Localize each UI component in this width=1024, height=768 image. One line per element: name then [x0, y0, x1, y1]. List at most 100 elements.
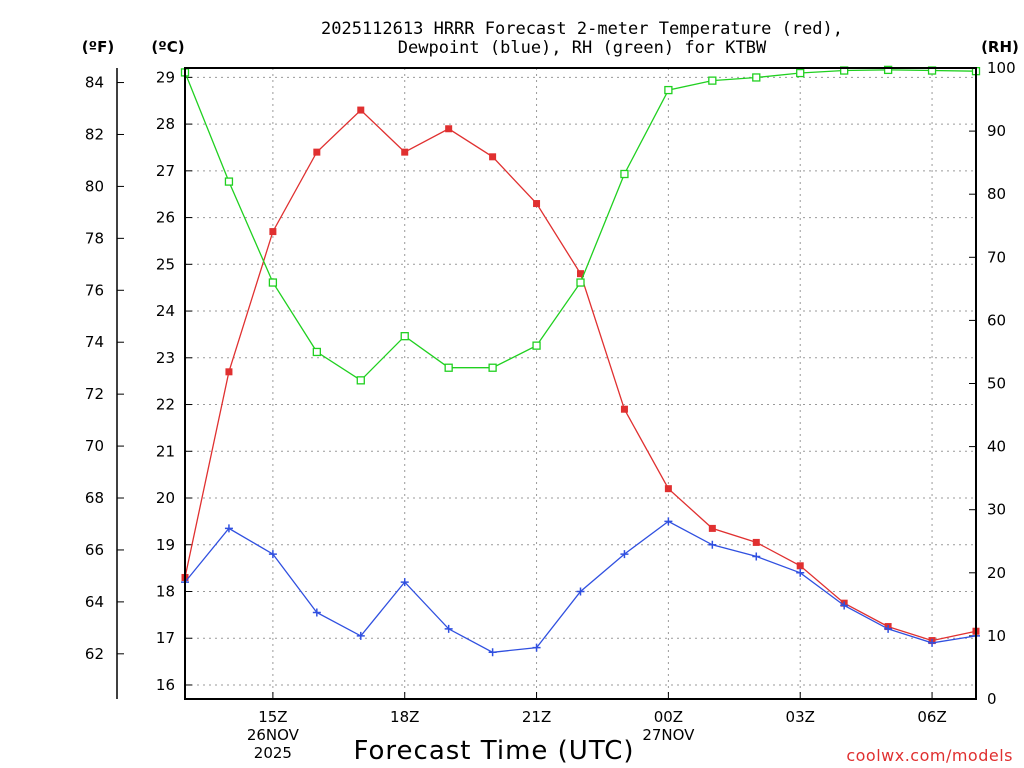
fahrenheit-tick-label: 64 — [85, 593, 104, 611]
fahrenheit-unit-label: (ºF) — [82, 38, 114, 56]
rh-point — [708, 76, 717, 85]
celsius-tick-label: 21 — [156, 442, 175, 460]
fahrenheit-tick-label: 66 — [85, 541, 104, 559]
celsius-tick-label: 26 — [156, 209, 175, 227]
fahrenheit-axis: 62 64 66 68 70 72 74 76 78 80 82 84 — [85, 68, 124, 699]
fahrenheit-tick-label: 78 — [85, 229, 104, 247]
celsius-tick-label: 18 — [156, 582, 175, 600]
celsius-tick-label: 25 — [156, 255, 175, 273]
rh-tick-label: 100 — [987, 59, 1016, 77]
dewpoint-point — [488, 648, 497, 657]
rh-point — [620, 169, 629, 179]
celsius-unit-label: (ºC) — [151, 38, 184, 56]
rh-point — [532, 341, 541, 350]
rh-point — [224, 177, 234, 186]
rh-tick-label: 70 — [987, 248, 1006, 266]
rh-axis: 0 10 20 30 40 50 60 70 80 90 100 — [969, 59, 1016, 708]
rh-point — [356, 376, 365, 385]
chart-title-line-1: 2025112613 HRRR Forecast 2-meter Tempera… — [321, 19, 843, 39]
rh-point — [576, 278, 585, 287]
dewpoint-point — [620, 550, 629, 559]
celsius-axis: 16 17 18 19 20 21 22 23 24 25 26 27 28 29 — [156, 68, 192, 694]
fahrenheit-tick-label: 68 — [85, 489, 104, 507]
temperature-point — [577, 270, 584, 278]
fahrenheit-tick-label: 80 — [85, 177, 104, 195]
dewpoint-point — [268, 550, 277, 559]
celsius-tick-label: 28 — [156, 115, 175, 133]
time-tick-label: 18Z — [390, 708, 419, 726]
dewpoint-point — [752, 552, 761, 561]
gridlines — [185, 68, 976, 699]
dewpoint-point — [444, 624, 453, 633]
time-tick-label: 15Z — [258, 708, 287, 726]
rh-tick-label: 90 — [987, 122, 1006, 140]
rh-tick-label: 40 — [987, 438, 1006, 456]
data-series — [180, 65, 981, 657]
dewpoint-point — [884, 624, 893, 633]
rh-line — [184, 69, 977, 382]
temperature-point — [620, 405, 628, 413]
dewpoint-point — [312, 608, 321, 617]
celsius-tick-label: 27 — [156, 162, 175, 180]
fahrenheit-tick-label: 76 — [85, 281, 104, 299]
temperature-line — [184, 109, 977, 642]
time-tick-label: 21Z — [522, 708, 551, 726]
celsius-tick-label: 19 — [156, 536, 175, 554]
rh-tick-label: 10 — [987, 627, 1006, 645]
dewpoint-point — [224, 524, 233, 533]
temperature-point — [796, 562, 804, 570]
dewpoint-point — [708, 540, 717, 549]
celsius-tick-label: 22 — [156, 396, 175, 414]
temperature-point — [664, 485, 672, 493]
fahrenheit-tick-label: 72 — [85, 385, 104, 403]
rh-tick-label: 50 — [987, 375, 1006, 393]
rh-point — [883, 65, 893, 75]
temperature-point — [357, 106, 365, 114]
rh-point — [444, 363, 453, 372]
dewpoint-point — [400, 578, 409, 587]
rh-tick-label: 60 — [987, 311, 1006, 329]
chart-title-line-2: Dewpoint (blue), RH (green) for KTBW — [398, 38, 767, 58]
dewpoint-point — [356, 631, 365, 640]
time-tick-label: 00Z — [654, 708, 683, 726]
celsius-tick-label: 20 — [156, 489, 175, 507]
fahrenheit-tick-label: 84 — [85, 74, 104, 92]
fahrenheit-tick-label: 70 — [85, 437, 104, 455]
celsius-tick-label: 29 — [156, 68, 175, 86]
fahrenheit-tick-label: 74 — [85, 333, 104, 351]
rh-point — [268, 278, 278, 287]
fahrenheit-tick-label: 82 — [85, 125, 104, 143]
celsius-tick-label: 16 — [156, 676, 175, 694]
rh-unit-label: (RH) — [981, 38, 1019, 56]
temperature-point — [225, 368, 233, 376]
dewpoint-point — [664, 517, 673, 526]
temperature-point — [752, 538, 760, 546]
dewpoint-point — [928, 638, 937, 647]
x-axis-title: Forecast Time (UTC) — [353, 736, 634, 766]
temperature-point — [401, 148, 409, 156]
dewpoint-line — [184, 520, 977, 653]
rh-point — [796, 68, 805, 78]
time-tick-label: 06Z — [917, 708, 946, 726]
rh-point — [664, 85, 673, 95]
rh-tick-label: 80 — [987, 185, 1006, 203]
source-credit: coolwx.com/models — [846, 746, 1013, 765]
temperature-point — [489, 153, 497, 161]
time-tick-label: 26NOV — [247, 726, 300, 744]
celsius-tick-label: 17 — [156, 629, 175, 647]
celsius-tick-label: 24 — [156, 302, 175, 320]
dewpoint-point — [532, 643, 541, 652]
rh-tick-label: 30 — [987, 501, 1006, 519]
dewpoint-point — [576, 587, 585, 596]
temperature-point — [313, 148, 321, 156]
temperature-point — [445, 125, 453, 133]
temperature-point — [708, 524, 716, 532]
plot-area-frame — [184, 67, 977, 700]
rh-point — [400, 332, 409, 341]
rh-point — [312, 347, 321, 357]
rh-tick-label: 0 — [987, 690, 997, 708]
dewpoint-point — [840, 601, 849, 610]
temperature-point — [269, 228, 277, 236]
